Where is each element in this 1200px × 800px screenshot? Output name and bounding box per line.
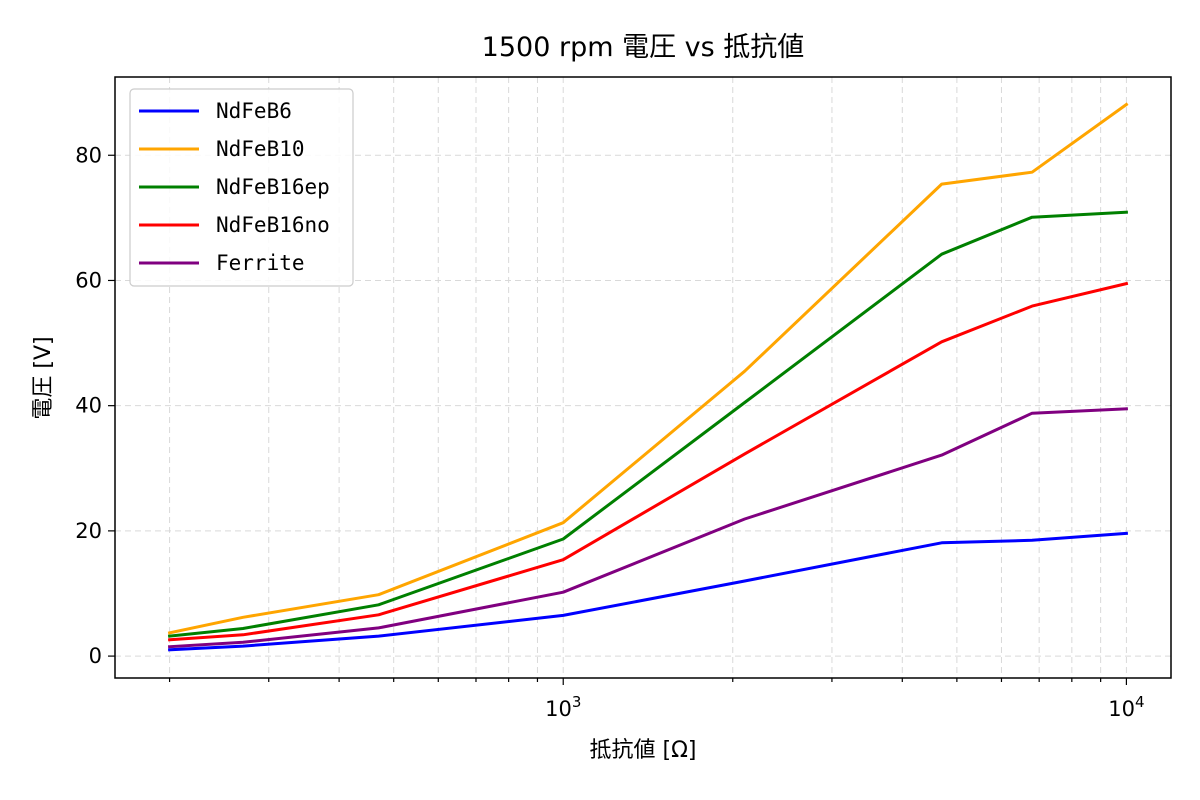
tick-layer: 103 104 0 20 40 60 80	[75, 143, 1144, 721]
legend-label-ndfeb6: NdFeB6	[216, 99, 292, 123]
series-line-ndfeb16ep	[167, 210, 1128, 638]
series-line-ndfeb6	[168, 531, 1129, 652]
x-tick-label: 104	[1108, 693, 1144, 721]
x-tick-label: 103	[545, 693, 581, 721]
y-axis-label: 電圧 [V]	[31, 336, 56, 419]
y-tick-label: 60	[75, 268, 102, 292]
legend-box	[129, 88, 354, 287]
y-tick-label: 80	[75, 143, 102, 167]
y-tick-label: 20	[75, 519, 102, 543]
plot-frame	[114, 76, 1172, 679]
legend-label-ndfeb16ep: NdFeB16ep	[216, 175, 330, 199]
legend-label-ferrite: Ferrite	[216, 251, 305, 275]
legend: NdFeB6 NdFeB10 NdFeB16ep NdFeB16no Ferrite	[129, 88, 354, 287]
x-axis-label: 抵抗値 [Ω]	[590, 738, 697, 763]
y-tick-label: 40	[75, 394, 102, 418]
series-layer	[167, 102, 1129, 652]
legend-label-ndfeb10: NdFeB10	[216, 137, 305, 161]
chart-title: 1500 rpm 電圧 vs 抵抗値	[482, 32, 805, 63]
y-tick-label: 0	[89, 644, 102, 668]
legend-label-ndfeb16no: NdFeB16no	[216, 213, 330, 237]
series-line-ferrite	[168, 407, 1128, 649]
series-line-ndfeb16no	[168, 281, 1129, 642]
series-line-ndfeb10	[167, 102, 1129, 635]
